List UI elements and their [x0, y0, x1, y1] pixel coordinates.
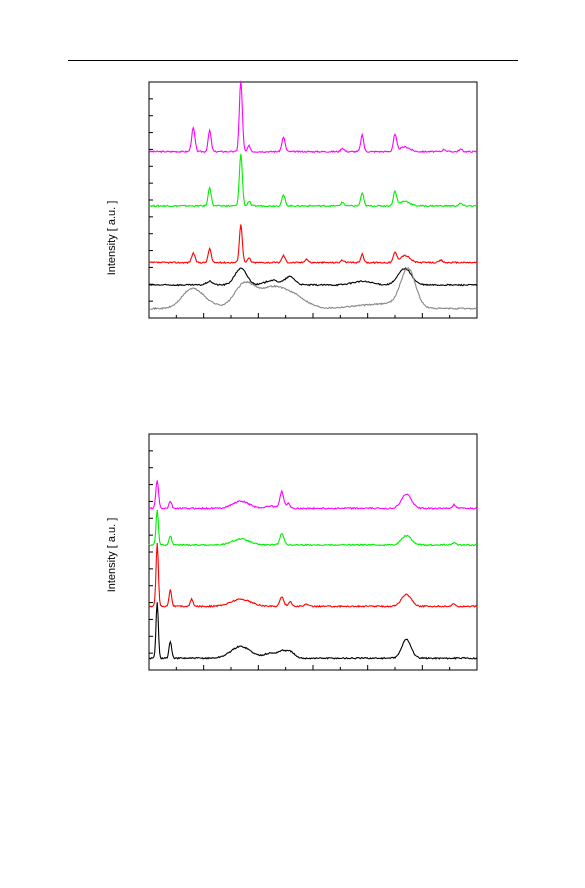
series-line-2 [148, 543, 478, 608]
series-line-1 [148, 153, 478, 208]
plot-area-bottom [148, 433, 478, 671]
series-line-4 [148, 267, 478, 311]
series-line-1 [148, 509, 478, 547]
plot-area-top [148, 80, 478, 319]
xrd-chart-bottom: Intensity [ a.u. ] [100, 430, 490, 680]
y-axis-label-top: Intensity [ a.u. ] [106, 201, 118, 276]
chart-bottom-svg: Intensity [ a.u. ] [106, 433, 478, 671]
y-axis-label-bottom: Intensity [ a.u. ] [106, 518, 118, 593]
series-line-0 [148, 480, 478, 510]
series-line-2 [148, 224, 478, 265]
plot-frame [148, 81, 478, 319]
series-line-3 [148, 267, 478, 287]
series-line-0 [148, 80, 478, 154]
series-line-3 [148, 602, 478, 660]
header-rule [68, 60, 518, 61]
xrd-chart-top: Intensity [ a.u. ] [100, 78, 490, 328]
chart-top-svg: Intensity [ a.u. ] [106, 80, 478, 319]
plot-frame [148, 433, 478, 671]
